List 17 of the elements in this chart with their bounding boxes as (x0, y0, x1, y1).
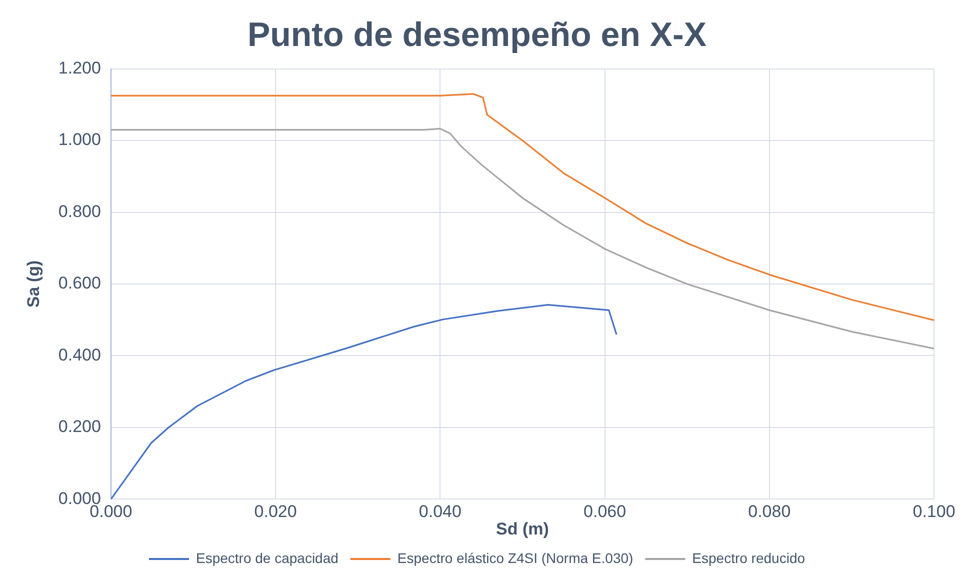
chart-title: Punto de desempeño en X-X (247, 16, 707, 54)
legend-label: Espectro elástico Z4SI (Norma E.030) (397, 550, 634, 566)
x-axis-title: Sd (m) (496, 519, 549, 538)
legend-label: Espectro reducido (692, 550, 806, 566)
y-tick-label: 0.800 (58, 202, 101, 221)
legend-label: Espectro de capacidad (196, 550, 338, 566)
y-tick-label: 1.200 (58, 58, 101, 78)
x-tick-label: 0.080 (748, 502, 791, 522)
y-tick-label: 0.200 (58, 417, 101, 436)
y-tick-label: 0.400 (58, 345, 101, 364)
y-tick-label: 0.600 (58, 274, 101, 293)
x-tick-label: 0.020 (254, 502, 297, 522)
y-axis-title: Sa (g) (24, 260, 43, 308)
x-tick-label: 0.100 (912, 502, 956, 522)
x-tick-label: 0.060 (584, 502, 626, 522)
x-tick-label: 0.040 (418, 502, 462, 522)
y-tick-label: 1.000 (58, 130, 101, 150)
